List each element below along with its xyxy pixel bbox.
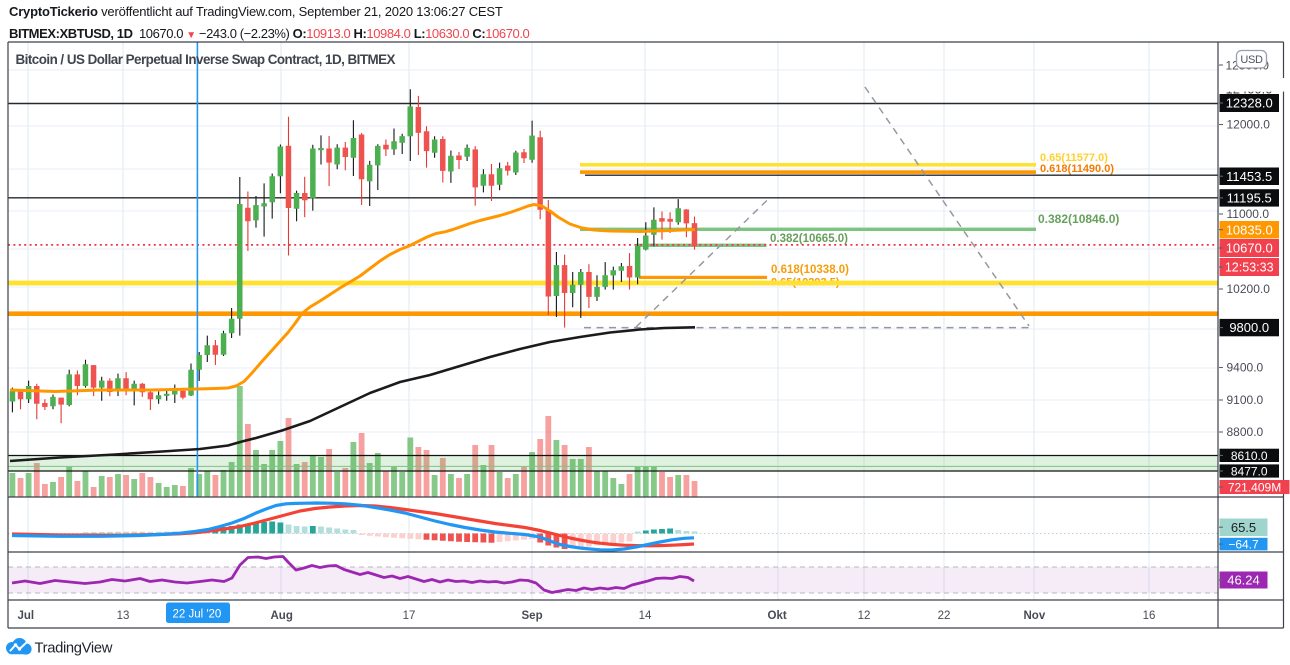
svg-text:10670.0: 10670.0: [1226, 241, 1273, 256]
svg-text:14: 14: [639, 610, 652, 622]
svg-text:721.409M: 721.409M: [1228, 481, 1281, 495]
svg-text:11000.0: 11000.0: [1227, 207, 1270, 221]
svg-text:11453.5: 11453.5: [1226, 169, 1272, 184]
svg-text:Okt: Okt: [768, 610, 787, 622]
svg-text:12:53:33: 12:53:33: [1225, 261, 1274, 275]
svg-text:8610.0: 8610.0: [1231, 449, 1268, 463]
svg-text:0.65(11577.0): 0.65(11577.0): [1040, 152, 1108, 164]
svg-text:Aug: Aug: [271, 610, 293, 622]
svg-text:46.24: 46.24: [1227, 573, 1260, 588]
svg-text:22: 22: [938, 610, 951, 622]
svg-text:Bitcoin / US Dollar Perpetual: Bitcoin / US Dollar Perpetual Inverse Sw…: [16, 52, 396, 67]
svg-text:−64.7: −64.7: [1228, 538, 1259, 552]
svg-text:USD: USD: [1240, 54, 1263, 66]
svg-text:65.5: 65.5: [1231, 520, 1256, 535]
svg-text:10200.0: 10200.0: [1227, 282, 1271, 296]
svg-text:Jul: Jul: [18, 610, 35, 622]
svg-text:9400.0: 9400.0: [1227, 360, 1264, 374]
svg-text:16: 16: [1143, 610, 1156, 622]
svg-text:9100.0: 9100.0: [1227, 393, 1264, 407]
svg-text:Nov: Nov: [1024, 610, 1046, 622]
svg-text:17: 17: [403, 610, 416, 622]
svg-text:Sep: Sep: [522, 610, 543, 622]
svg-text:13: 13: [117, 610, 130, 622]
svg-text:8477.0: 8477.0: [1231, 465, 1268, 479]
svg-text:9800.0: 9800.0: [1229, 320, 1269, 335]
svg-text:8800.0: 8800.0: [1227, 425, 1264, 439]
svg-text:0.382(10665.0): 0.382(10665.0): [770, 233, 848, 245]
svg-text:10835.0: 10835.0: [1226, 222, 1273, 237]
svg-text:0.382(10846.0): 0.382(10846.0): [1038, 212, 1119, 226]
svg-text:0.618(10338.0): 0.618(10338.0): [771, 264, 849, 276]
svg-text:11195.5: 11195.5: [1227, 191, 1272, 206]
svg-text:12328.0: 12328.0: [1226, 96, 1273, 111]
svg-text:TradingView: TradingView: [35, 641, 113, 657]
svg-text:12000.0: 12000.0: [1227, 117, 1271, 131]
svg-text:0.618(11490.0): 0.618(11490.0): [1040, 163, 1114, 175]
svg-text:22 Jul ′20: 22 Jul ′20: [173, 609, 222, 621]
svg-text:12: 12: [858, 610, 871, 622]
